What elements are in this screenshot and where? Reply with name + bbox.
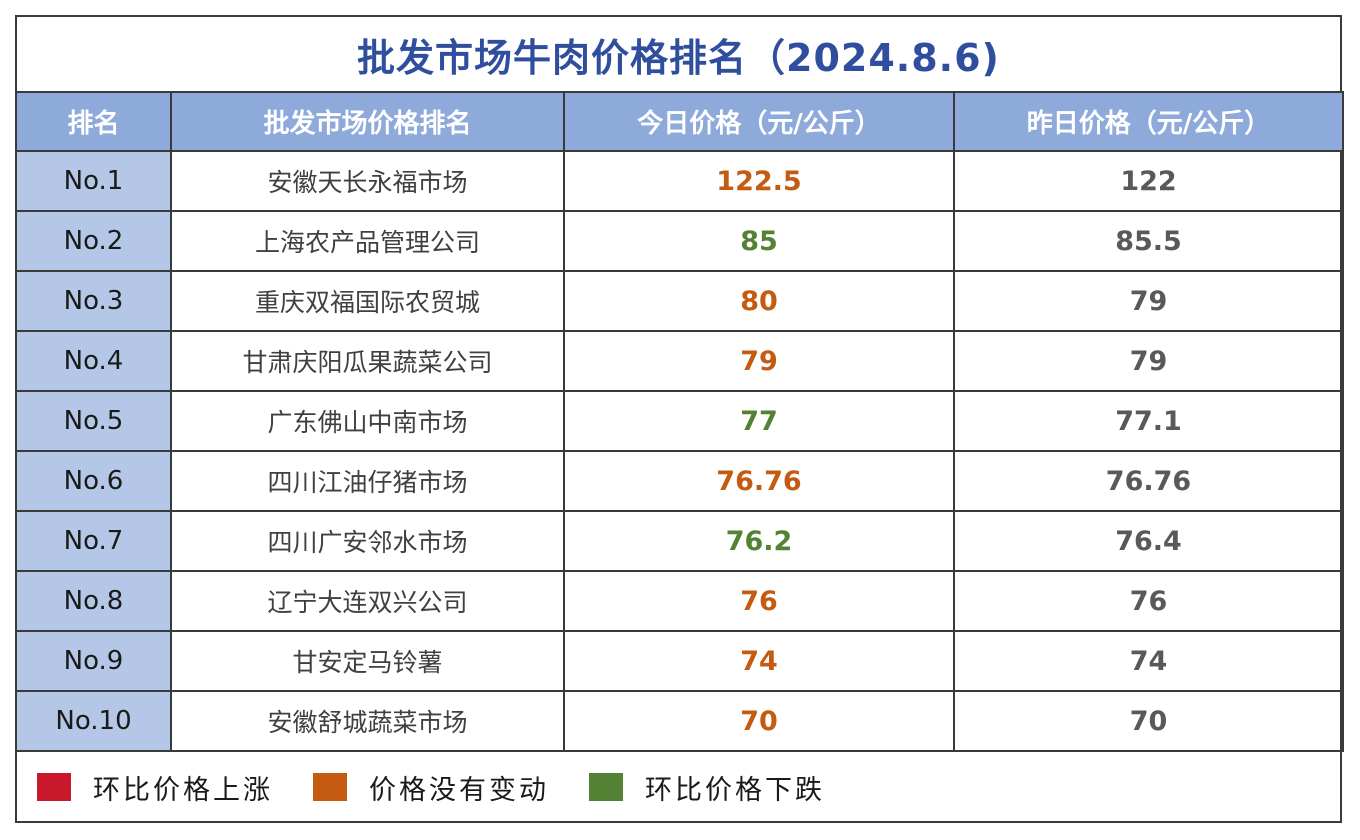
rank-cell: No.10 — [15, 690, 172, 752]
rank-cell: No.6 — [15, 450, 172, 512]
legend-item: 价格没有变动 — [313, 768, 549, 807]
today-price-cell: 76.2 — [563, 510, 955, 572]
market-name-cell: 广东佛山中南市场 — [170, 390, 565, 452]
header-rank: 排名 — [15, 91, 172, 152]
legend: 环比价格上涨 价格没有变动 环比价格下跌 — [17, 753, 1340, 821]
price-ranking-table: 排名 批发市场价格排名 今日价格（元/公斤） 昨日价格（元/公斤） No.1 安徽… — [15, 91, 1344, 752]
table-row: No.6 四川江油仔猪市场 76.76 76.76 — [15, 450, 1344, 512]
legend-item: 环比价格下跌 — [589, 768, 825, 807]
today-price-cell: 77 — [563, 390, 955, 452]
today-price-cell: 85 — [563, 210, 955, 272]
header-market: 批发市场价格排名 — [170, 91, 565, 152]
market-name-cell: 辽宁大连双兴公司 — [170, 570, 565, 632]
yesterday-price-cell: 79 — [953, 270, 1344, 332]
today-price-cell: 74 — [563, 630, 955, 692]
rank-cell: No.7 — [15, 510, 172, 572]
rank-cell: No.5 — [15, 390, 172, 452]
market-name-cell: 上海农产品管理公司 — [170, 210, 565, 272]
header-yesterday-price: 昨日价格（元/公斤） — [953, 91, 1344, 152]
yesterday-price-cell: 76.76 — [953, 450, 1344, 512]
yesterday-price-cell: 76 — [953, 570, 1344, 632]
yesterday-price-cell: 122 — [953, 150, 1344, 212]
rank-cell: No.4 — [15, 330, 172, 392]
legend-swatch — [313, 773, 347, 801]
today-price-cell: 80 — [563, 270, 955, 332]
table-row: No.4 甘肃庆阳瓜果蔬菜公司 79 79 — [15, 330, 1344, 392]
legend-swatch — [37, 773, 71, 801]
rank-cell: No.1 — [15, 150, 172, 212]
table-row: No.3 重庆双福国际农贸城 80 79 — [15, 270, 1344, 332]
table-row: No.9 甘安定马铃薯 74 74 — [15, 630, 1344, 692]
table-row: No.10 安徽舒城蔬菜市场 70 70 — [15, 690, 1344, 752]
market-name-cell: 安徽天长永福市场 — [170, 150, 565, 212]
market-name-cell: 四川江油仔猪市场 — [170, 450, 565, 512]
market-name-cell: 甘肃庆阳瓜果蔬菜公司 — [170, 330, 565, 392]
yesterday-price-cell: 79 — [953, 330, 1344, 392]
header-today-price: 今日价格（元/公斤） — [563, 91, 955, 152]
table-row: No.2 上海农产品管理公司 85 85.5 — [15, 210, 1344, 272]
rank-cell: No.8 — [15, 570, 172, 632]
today-price-cell: 122.5 — [563, 150, 955, 212]
legend-label: 环比价格上涨 — [93, 774, 273, 806]
today-price-cell: 70 — [563, 690, 955, 752]
rank-cell: No.2 — [15, 210, 172, 272]
legend-label: 价格没有变动 — [369, 774, 549, 806]
page-title: 批发市场牛肉价格排名（2024.8.6) — [357, 36, 1000, 80]
rank-cell: No.3 — [15, 270, 172, 332]
yesterday-price-cell: 74 — [953, 630, 1344, 692]
table-row: No.5 广东佛山中南市场 77 77.1 — [15, 390, 1344, 452]
table-row: No.7 四川广安邻水市场 76.2 76.4 — [15, 510, 1344, 572]
yesterday-price-cell: 76.4 — [953, 510, 1344, 572]
yesterday-price-cell: 70 — [953, 690, 1344, 752]
rank-cell: No.9 — [15, 630, 172, 692]
table-row: No.8 辽宁大连双兴公司 76 76 — [15, 570, 1344, 632]
table-header-row: 排名 批发市场价格排名 今日价格（元/公斤） 昨日价格（元/公斤） — [15, 91, 1344, 152]
market-name-cell: 甘安定马铃薯 — [170, 630, 565, 692]
yesterday-price-cell: 77.1 — [953, 390, 1344, 452]
legend-label: 环比价格下跌 — [645, 774, 825, 806]
today-price-cell: 76 — [563, 570, 955, 632]
market-name-cell: 安徽舒城蔬菜市场 — [170, 690, 565, 752]
legend-item: 环比价格上涨 — [37, 768, 273, 807]
table-row: No.1 安徽天长永福市场 122.5 122 — [15, 150, 1344, 212]
market-name-cell: 重庆双福国际农贸城 — [170, 270, 565, 332]
yesterday-price-cell: 85.5 — [953, 210, 1344, 272]
table-body: No.1 安徽天长永福市场 122.5 122 No.2 上海农产品管理公司 85 85.5 N… — [15, 150, 1344, 752]
legend-swatch — [589, 773, 623, 801]
today-price-cell: 76.76 — [563, 450, 955, 512]
today-price-cell: 79 — [563, 330, 955, 392]
market-name-cell: 四川广安邻水市场 — [170, 510, 565, 572]
